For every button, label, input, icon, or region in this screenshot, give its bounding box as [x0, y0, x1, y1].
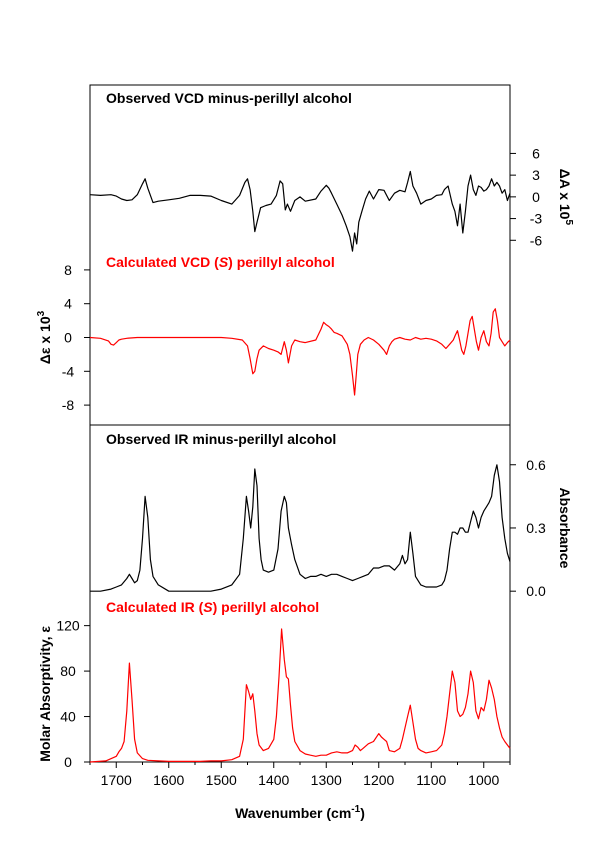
x-axis-title: Wavenumber (cm-1) [235, 804, 365, 821]
x-tick-label: 1700 [101, 772, 132, 788]
y-tick-label: 0.6 [526, 457, 546, 473]
y-tick-label: -3 [530, 211, 543, 227]
x-tick-label: 1500 [206, 772, 237, 788]
x-tick-label: 1400 [258, 772, 289, 788]
y-tick-label: -4 [62, 363, 75, 379]
y-axis-title-2: Absorbance [557, 488, 573, 569]
y-tick-label: 0 [64, 330, 72, 346]
y-tick-label: 0 [64, 754, 72, 770]
x-tick-label: 1100 [416, 772, 446, 788]
y-tick-label: 40 [60, 709, 76, 725]
x-tick-label: 1600 [153, 772, 184, 788]
y-tick-label: 6 [532, 145, 540, 161]
y-tick-label: 0.0 [526, 583, 546, 599]
series-line-2-0 [90, 464, 511, 592]
y-tick-label: 3 [532, 167, 540, 183]
panel-title-3: Calculated IR (S) perillyl alcohol [106, 599, 319, 615]
y-tick-label: 0.3 [526, 520, 546, 536]
y-axis-title-0: ΔA x 105 [557, 169, 574, 226]
x-tick-label: 1000 [468, 772, 499, 788]
y-tick-label: 4 [64, 296, 72, 312]
panel-title-1: Calculated VCD (S) perillyl alcohol [106, 254, 335, 270]
y-tick-label: 80 [60, 663, 76, 679]
series-line-3-0 [89, 628, 511, 763]
y-axis-title-1: Δε x 103 [36, 310, 53, 364]
x-tick-label: 1200 [363, 772, 394, 788]
y-axis-title-3: Molar Absorptivity, ε [37, 626, 53, 762]
y-tick-label: 8 [64, 262, 72, 278]
x-tick-label: 1300 [311, 772, 342, 788]
y-tick-label: -6 [530, 232, 543, 248]
y-tick-label: 0 [532, 189, 540, 205]
panel-title-0: Observed VCD minus-perillyl alcohol [106, 90, 352, 106]
panel-title-2: Observed IR minus-perillyl alcohol [106, 431, 336, 447]
y-tick-label: -8 [62, 397, 75, 413]
series-line-1-0 [89, 308, 511, 396]
y-tick-label: 120 [56, 618, 80, 634]
series-line-0-0 [89, 170, 511, 252]
